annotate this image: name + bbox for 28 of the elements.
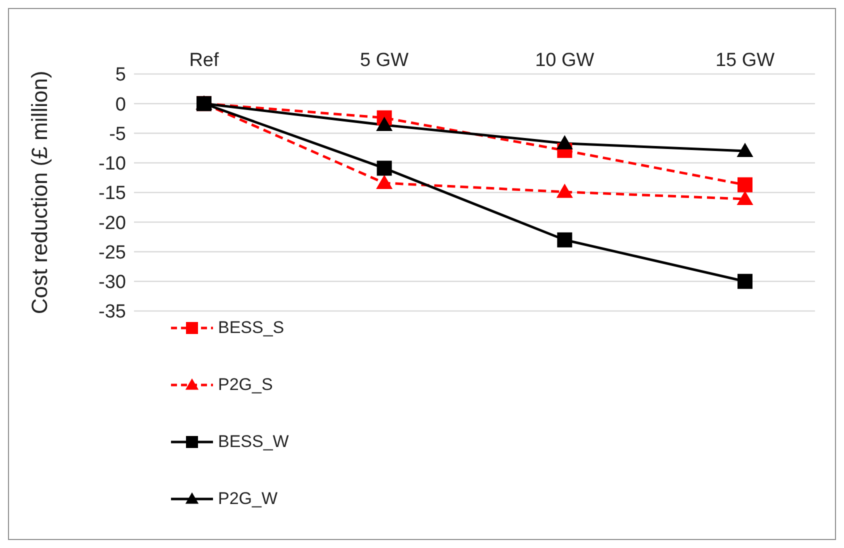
point (376, 174, 393, 190)
y-axis-title: Cost reduction (£ million) (26, 70, 52, 314)
point (738, 274, 752, 289)
x-tick-label: 15 GW (715, 50, 775, 71)
x-tick-label: Ref (189, 50, 220, 71)
y-tick-label: -5 (109, 124, 126, 145)
y-tick-label: -25 (98, 242, 126, 264)
y-tick-label: 0 (115, 94, 126, 116)
point (376, 160, 392, 176)
x-tick-label: 5 GW (360, 50, 409, 71)
y-tick-label: -20 (98, 212, 126, 234)
point (556, 135, 573, 150)
legend-label: P2G_S (218, 374, 273, 394)
point (376, 116, 393, 131)
point (557, 232, 572, 248)
point (736, 142, 754, 158)
point (736, 190, 754, 206)
y-tick-label: -15 (98, 183, 126, 204)
y-tick-label: 5 (115, 64, 126, 86)
y-tick-label: -30 (98, 272, 126, 294)
legend-label: P2G_W (218, 488, 278, 508)
x-tick-label: 10 GW (535, 50, 594, 71)
legend-label: BESS_S (218, 318, 284, 338)
y-tick-label: -10 (98, 154, 126, 175)
point (556, 184, 573, 198)
point (738, 177, 752, 192)
y-tick-label: -35 (98, 302, 126, 323)
legend-label: BESS_W (218, 432, 289, 452)
